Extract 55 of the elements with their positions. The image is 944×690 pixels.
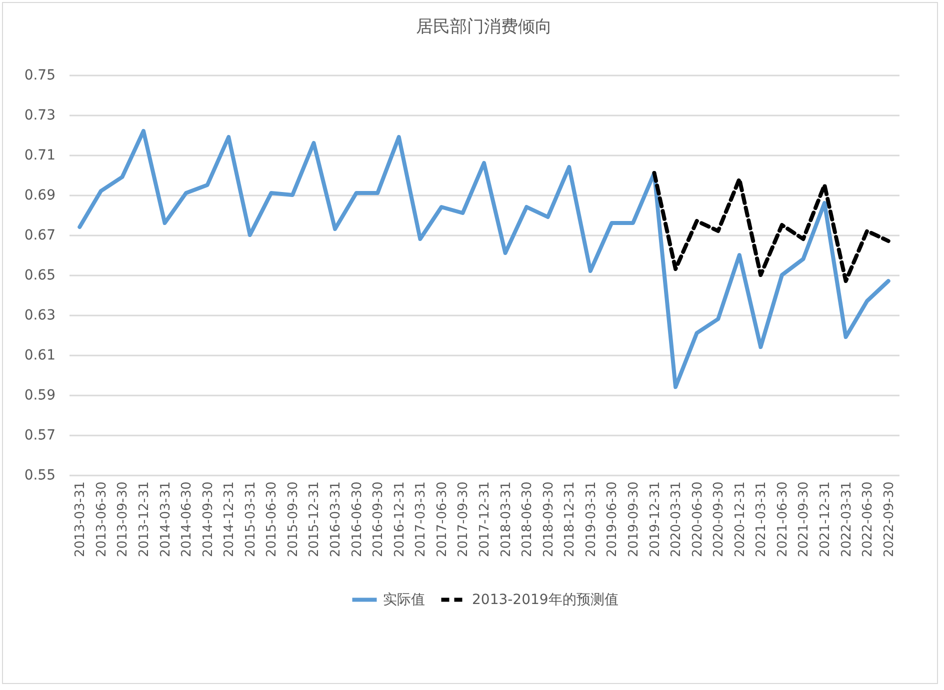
- x-tick-label: 2018-03-31: [498, 482, 514, 558]
- y-tick-label: 0.65: [24, 268, 56, 284]
- x-tick-label: 2020-12-31: [732, 482, 748, 558]
- x-tick-label: 2013-06-30: [94, 482, 110, 558]
- x-tick-label: 2018-12-31: [562, 482, 578, 558]
- y-tick-label: 0.75: [24, 68, 56, 84]
- x-tick-label: 2015-03-31: [243, 482, 258, 558]
- x-tick-label: 2018-09-30: [541, 482, 556, 558]
- chart-title: 居民部门消费倾向: [416, 17, 552, 37]
- x-tick-label: 2015-09-30: [286, 482, 301, 558]
- x-tick-label: 2017-06-30: [434, 482, 450, 558]
- x-tick-label: 2019-06-30: [605, 482, 620, 558]
- legend-label: 实际值: [383, 592, 425, 608]
- x-tick-label: 2019-12-31: [648, 482, 663, 558]
- line-series: [78, 129, 890, 389]
- x-tick-label: 2018-06-30: [520, 482, 536, 558]
- x-tick-label: 2013-12-31: [136, 482, 152, 558]
- x-tick-label: 2020-06-30: [690, 482, 706, 558]
- y-tick-label: 0.59: [24, 388, 56, 404]
- x-tick-label: 2014-09-30: [200, 482, 216, 558]
- y-tick-label: 0.69: [24, 188, 56, 204]
- y-tick-label: 0.57: [24, 428, 56, 444]
- y-tick-label: 0.61: [24, 348, 56, 364]
- x-tick-label: 2016-09-30: [371, 482, 386, 558]
- x-tick-label: 2019-03-31: [584, 482, 599, 558]
- x-tick-label: 2016-06-30: [350, 482, 365, 558]
- legend-label: 2013-2019年的预测值: [472, 592, 618, 608]
- x-tick-label: 2022-06-30: [860, 482, 876, 558]
- x-tick-label: 2013-03-31: [73, 482, 88, 558]
- x-tick-label: 2017-12-31: [478, 482, 492, 558]
- x-tick-label: 2020-09-30: [712, 482, 727, 558]
- x-tick-label: 2020-03-31: [669, 482, 684, 558]
- y-tick-label: 0.71: [24, 148, 56, 164]
- x-tick-label: 2021-09-30: [796, 482, 812, 558]
- y-tick-label: 0.63: [24, 308, 56, 324]
- x-tick-label: 2019-09-30: [626, 482, 642, 558]
- x-tick-label: 2015-06-30: [264, 482, 280, 558]
- x-tick-label: 2017-09-30: [456, 482, 472, 558]
- x-tick-label: 2014-06-30: [180, 482, 195, 558]
- x-tick-label: 2013-09-30: [116, 482, 131, 558]
- y-tick-label: 0.55: [24, 468, 56, 484]
- x-tick-label: 2021-06-30: [775, 482, 790, 558]
- line-series: [652, 171, 890, 283]
- y-tick-label: 0.67: [24, 228, 56, 244]
- x-tick-label: 2022-09-30: [882, 482, 897, 558]
- y-tick-label: 0.73: [24, 108, 56, 124]
- x-tick-label: 2021-12-31: [818, 482, 834, 558]
- x-tick-label: 2021-03-31: [754, 482, 770, 558]
- x-tick-label: 2016-12-31: [392, 482, 408, 558]
- x-tick-label: 2022-03-31: [839, 482, 854, 558]
- x-tick-label: 2016-03-31: [328, 482, 344, 558]
- x-tick-label: 2014-12-31: [222, 482, 238, 558]
- x-tick-label: 2015-12-31: [307, 482, 322, 558]
- x-tick-label: 2014-03-31: [158, 482, 174, 558]
- x-tick-label: 2017-03-31: [414, 482, 429, 558]
